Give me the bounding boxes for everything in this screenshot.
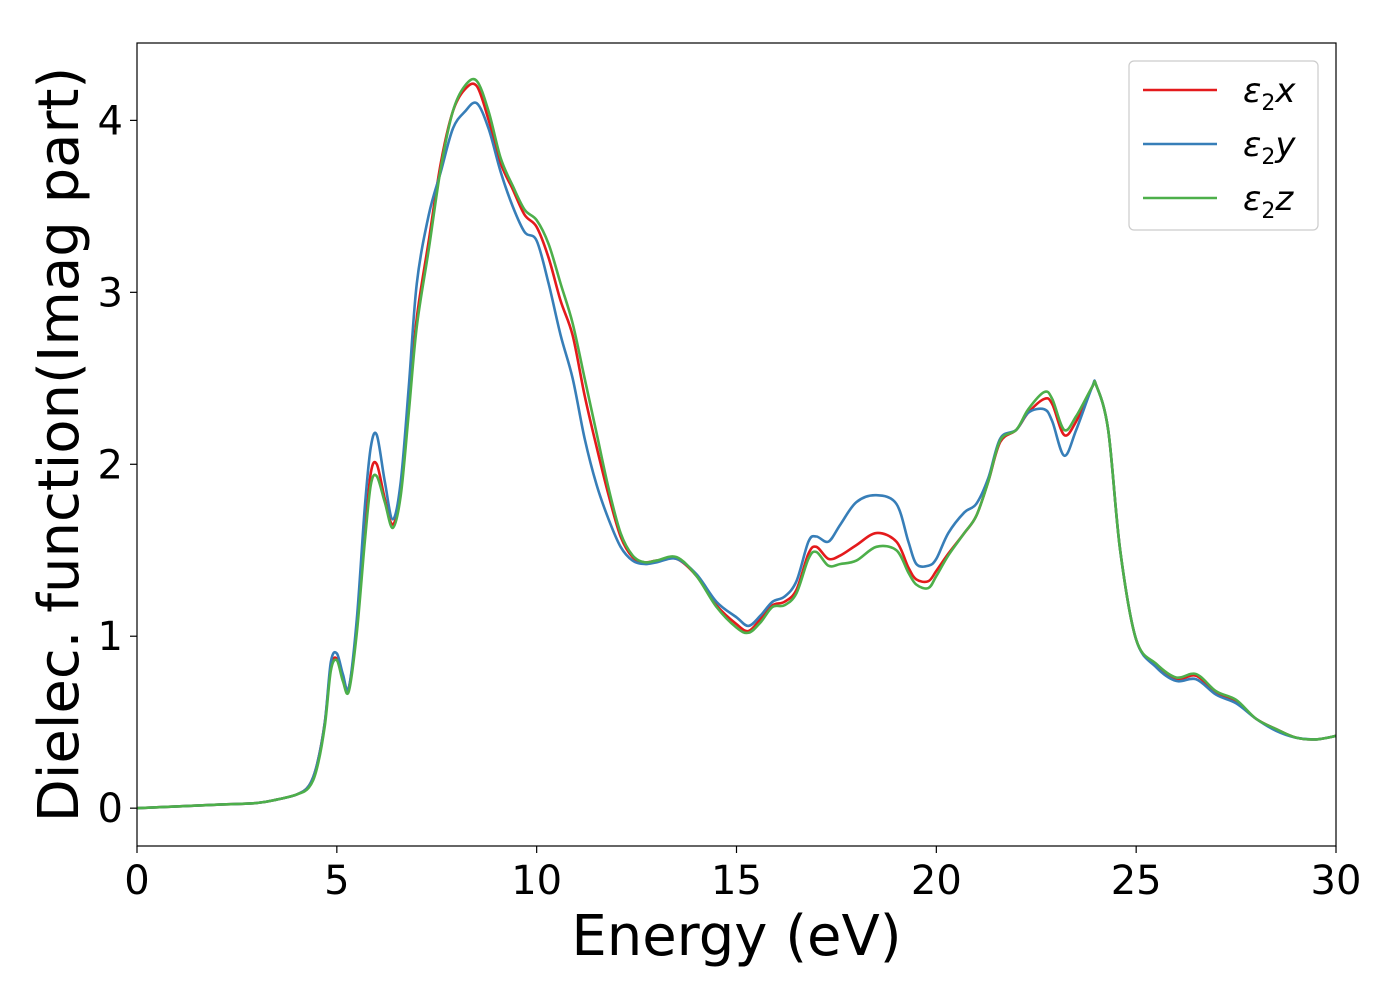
y-axis-ticks: 0 1 2 3 4 (98, 98, 137, 832)
y-tick-label: 3 (98, 270, 123, 316)
y-tick-label: 1 (98, 614, 123, 660)
x-tick-label: 10 (511, 858, 562, 904)
y-tick-label: 4 (98, 98, 123, 144)
x-tick-label: 15 (711, 858, 762, 904)
legend-label-x: ε2x (1243, 71, 1296, 116)
legend-label-y: ε2y (1243, 125, 1296, 170)
x-tick-label: 30 (1311, 858, 1362, 904)
series-lines (137, 77, 1336, 810)
series-line-z (137, 77, 1336, 810)
x-tick-label: 0 (124, 858, 149, 904)
x-axis-title: Energy (eV) (571, 904, 901, 969)
y-tick-label: 2 (98, 442, 123, 488)
x-tick-label: 25 (1111, 858, 1162, 904)
y-tick-label: 0 (98, 786, 123, 832)
x-axis-ticks: 0 5 10 15 20 25 30 (124, 846, 1361, 904)
legend-box (1128, 60, 1319, 231)
legend: ε2x ε2y ε2z (1128, 60, 1319, 231)
legend-label-z: ε2z (1243, 179, 1294, 224)
x-tick-label: 5 (324, 858, 349, 904)
y-axis-title: Dielec. function(Imag part) (27, 67, 92, 823)
x-tick-label: 20 (911, 858, 962, 904)
